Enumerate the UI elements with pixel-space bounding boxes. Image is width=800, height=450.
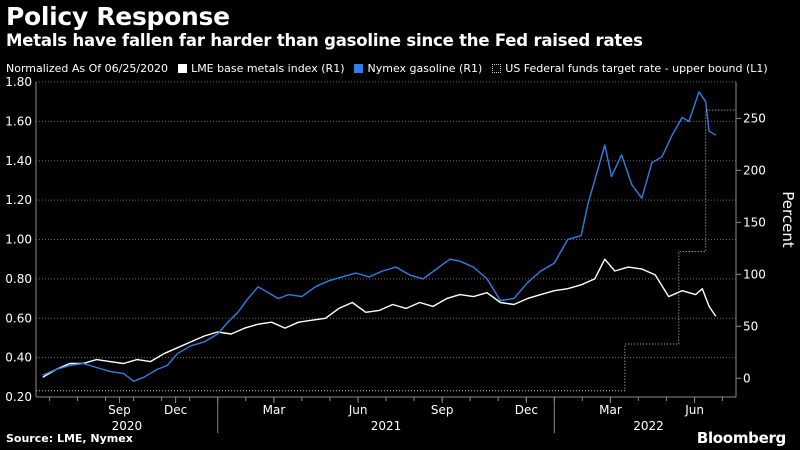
legend-label-fed: US Federal funds target rate - upper bou… xyxy=(505,62,768,75)
y-right-tick-label: 50 xyxy=(743,319,758,333)
x-month-label: Dec xyxy=(515,403,538,417)
chart-subtitle: Metals have fallen far harder than gasol… xyxy=(6,31,643,50)
x-month-label: Sep xyxy=(108,403,131,417)
y-left-tick-label: 0.60 xyxy=(5,311,32,325)
chart-title: Policy Response xyxy=(6,2,230,31)
y-right-tick-label: 250 xyxy=(743,111,766,125)
y-left-tick-label: 0.40 xyxy=(5,351,32,365)
x-year-label: 2022 xyxy=(633,419,664,433)
legend-item-gasoline: Nymex gasoline (R1) xyxy=(354,62,482,75)
legend-label-metals: LME base metals index (R1) xyxy=(191,62,345,75)
y-right-tick-label: 100 xyxy=(743,267,766,281)
legend-label-gasoline: Nymex gasoline (R1) xyxy=(367,62,483,75)
y-right-tick-label: 150 xyxy=(743,215,766,229)
legend-note-text: Normalized As Of 06/25/2020 xyxy=(6,62,169,75)
y-left-tick-label: 1.20 xyxy=(5,193,32,207)
source-note: Source: LME, Nymex xyxy=(6,432,133,445)
bloomberg-logo: Bloomberg xyxy=(696,429,786,447)
x-year-label: 2020 xyxy=(112,419,143,433)
y-right-tick-label: 200 xyxy=(743,163,766,177)
series-line-gasoline xyxy=(42,91,717,382)
legend-swatch-metals xyxy=(178,64,188,73)
legend-item-metals: LME base metals index (R1) xyxy=(178,62,344,75)
x-month-label: Mar xyxy=(263,403,286,417)
y-right-axis-title: Percent xyxy=(779,191,797,248)
legend-swatch-gasoline xyxy=(354,64,364,73)
x-month-label: Mar xyxy=(599,403,622,417)
series-line-metals xyxy=(42,258,717,378)
x-month-label: Dec xyxy=(164,403,187,417)
y-left-tick-label: 1.40 xyxy=(5,154,32,168)
y-left-tick-label: 1.80 xyxy=(5,75,32,89)
y-right-tick-label: 0 xyxy=(743,371,751,385)
x-month-label: Sep xyxy=(431,403,454,417)
y-left-tick-label: 0.20 xyxy=(5,390,32,404)
legend-item-fed: US Federal funds target rate - upper bou… xyxy=(492,62,768,75)
legend-swatch-fed xyxy=(492,64,502,73)
x-month-label: Jun xyxy=(348,403,368,417)
x-month-label: Jun xyxy=(684,403,704,417)
y-left-tick-label: 0.80 xyxy=(5,272,32,286)
y-left-tick-label: 1.60 xyxy=(5,114,32,128)
y-left-tick-label: 1.00 xyxy=(5,233,32,247)
legend: Normalized As Of 06/25/2020 LME base met… xyxy=(6,62,778,75)
legend-note: Normalized As Of 06/25/2020 xyxy=(6,62,168,75)
x-year-label: 2021 xyxy=(371,419,402,433)
series-line-fed-rate xyxy=(36,109,736,392)
